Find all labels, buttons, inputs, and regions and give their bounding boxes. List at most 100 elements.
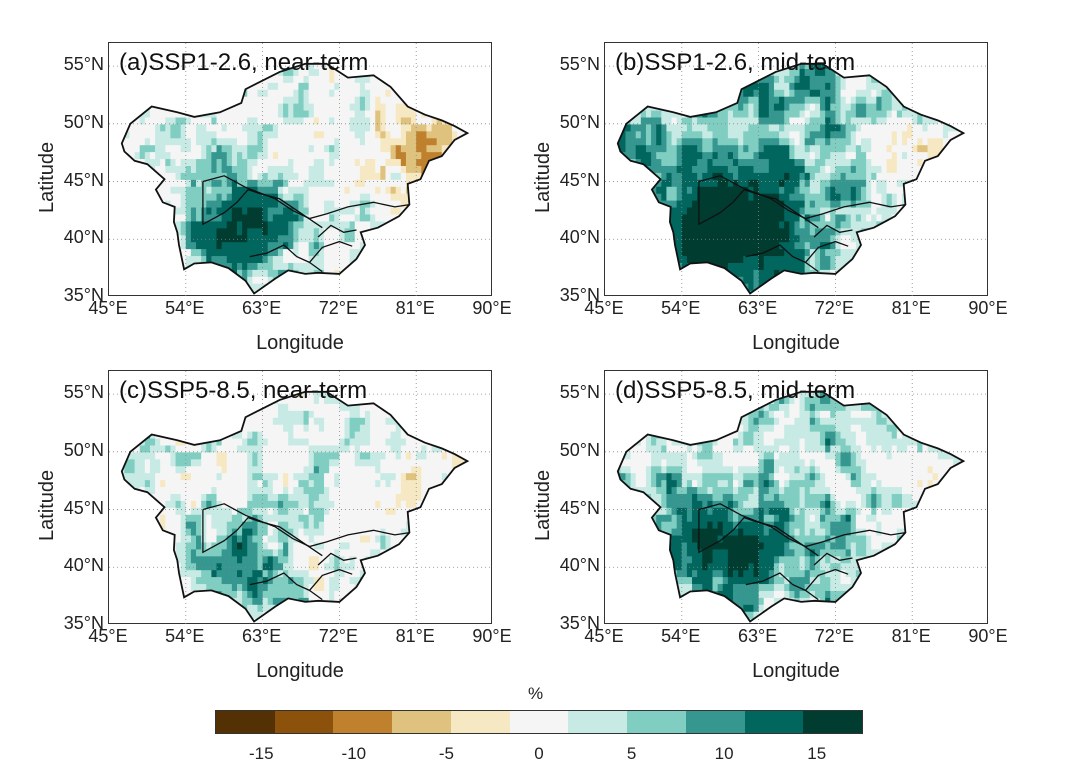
region-outline: [616, 390, 966, 623]
country-border: [202, 175, 410, 220]
region-outline: [120, 62, 470, 295]
colorbar-unit: %: [528, 684, 544, 703]
y-tick-label: 55°N: [559, 54, 600, 75]
country-border: [745, 240, 849, 264]
x-tick-label: 72°E: [318, 626, 358, 646]
y-tick-label: 50°N: [559, 111, 600, 132]
map-axes: (a)SSP1-2.6, near-term: [108, 42, 493, 297]
x-tick-label: 54°E: [661, 626, 701, 646]
colorbar-segment: [744, 711, 804, 733]
colorbar-segment: [450, 711, 510, 733]
colorbar-tick-label: 5: [626, 744, 637, 763]
x-tick-label: 72°E: [814, 298, 854, 318]
x-tick-label: 63°E: [241, 626, 282, 646]
colorbar-tick-label: -15: [248, 744, 274, 763]
x-tick-label: 72°E: [814, 626, 854, 646]
x-tick-label: 81°E: [395, 626, 435, 646]
x-axis-label: Longitude: [256, 332, 344, 354]
colorbar-tick-label: 0: [534, 744, 544, 763]
x-tick-label: 54°E: [165, 626, 205, 646]
y-tick-label: 45°N: [559, 169, 600, 190]
y-tick-label: 55°N: [63, 54, 104, 75]
y-tick-label: 45°N: [63, 497, 104, 518]
y-axis-label: Latitude: [532, 469, 554, 541]
map-svg: [605, 371, 989, 625]
gridlines: [605, 43, 989, 297]
panel-title: (d)SSP5-8.5, mid-term: [615, 377, 856, 404]
x-tick-label: 90°E: [968, 626, 1008, 646]
y-tick-label: 50°N: [559, 439, 600, 460]
y-tick-label: 40°N: [559, 555, 600, 576]
x-tick-label: 81°E: [395, 298, 435, 318]
map-axes: (c)SSP5-8.5, near-term: [108, 370, 493, 625]
country-border: [805, 261, 819, 273]
y-tick-label: 50°N: [63, 111, 104, 132]
x-tick-label: 81°E: [891, 626, 931, 646]
x-tick-label: 45°E: [88, 298, 128, 318]
x-tick-label: 45°E: [584, 626, 624, 646]
x-tick-label: 90°E: [968, 298, 1008, 318]
colorbar-tick-label: 10: [714, 744, 734, 763]
x-tick-label: 90°E: [472, 626, 512, 646]
y-tick-label: 35°N: [559, 613, 600, 633]
region-outline: [120, 390, 470, 623]
country-border: [813, 224, 853, 238]
colorbar-tick-label: -5: [438, 744, 454, 763]
y-tick-label: 50°N: [63, 439, 104, 460]
x-tick-label: 45°E: [88, 626, 128, 646]
colorbar-segment: [685, 711, 745, 733]
x-tick-label: 63°E: [241, 298, 282, 318]
y-tick-label: 35°N: [63, 613, 104, 633]
country-border: [202, 181, 323, 229]
colorbar-segment: [509, 711, 569, 733]
x-tick-label: 54°E: [661, 298, 701, 318]
region-outline: [616, 62, 966, 295]
y-tick-label: 55°N: [559, 382, 600, 403]
y-tick-label: 45°N: [559, 497, 600, 518]
country-border: [317, 552, 357, 566]
y-tick-label: 55°N: [63, 382, 104, 403]
colorbar-tick-label: 15: [807, 744, 827, 763]
y-tick-label: 40°N: [559, 227, 600, 248]
panel-title: (a)SSP1-2.6, near-term: [119, 49, 369, 76]
country-border: [698, 503, 906, 548]
colorbar-segment: [803, 711, 863, 733]
y-tick-label: 35°N: [559, 285, 600, 305]
map-svg: [109, 371, 493, 625]
x-tick-label: 63°E: [737, 298, 778, 318]
country-border: [309, 261, 323, 273]
x-tick-label: 72°E: [318, 298, 358, 318]
y-tick-label: 45°N: [63, 169, 104, 190]
country-border: [745, 568, 849, 592]
colorbar-segment: [627, 711, 686, 733]
colorbar-segment: [216, 711, 275, 733]
x-axis-label: Longitude: [752, 332, 840, 354]
country-border: [698, 509, 819, 557]
country-border: [317, 224, 357, 238]
colorbar-segment: [333, 711, 393, 733]
x-tick-label: 45°E: [584, 298, 624, 318]
panel-title: (c)SSP5-8.5, near-term: [119, 377, 368, 404]
x-axis-label: Longitude: [256, 660, 344, 682]
map-axes: (d)SSP5-8.5, mid-term: [604, 370, 989, 625]
x-tick-label: 90°E: [472, 298, 512, 318]
country-border: [309, 589, 323, 601]
y-tick-label: 40°N: [63, 555, 104, 576]
colorbar-segment: [392, 711, 451, 733]
colorbar-segment: [568, 711, 628, 733]
x-axis-label: Longitude: [752, 660, 840, 682]
country-border: [698, 175, 906, 220]
map-svg: [605, 43, 989, 297]
colorbar-tick-label: -10: [341, 744, 367, 763]
country-border: [805, 589, 819, 601]
colorbar-segment: [274, 711, 334, 733]
country-border: [202, 509, 323, 557]
map-svg: [109, 43, 493, 297]
y-axis-label: Latitude: [36, 469, 58, 541]
country-border: [698, 181, 819, 229]
colorbar: [215, 710, 863, 734]
panel-title: (b)SSP1-2.6, mid-term: [615, 49, 856, 76]
y-axis-label: Latitude: [36, 141, 58, 213]
y-tick-label: 40°N: [63, 227, 104, 248]
x-tick-label: 81°E: [891, 298, 931, 318]
